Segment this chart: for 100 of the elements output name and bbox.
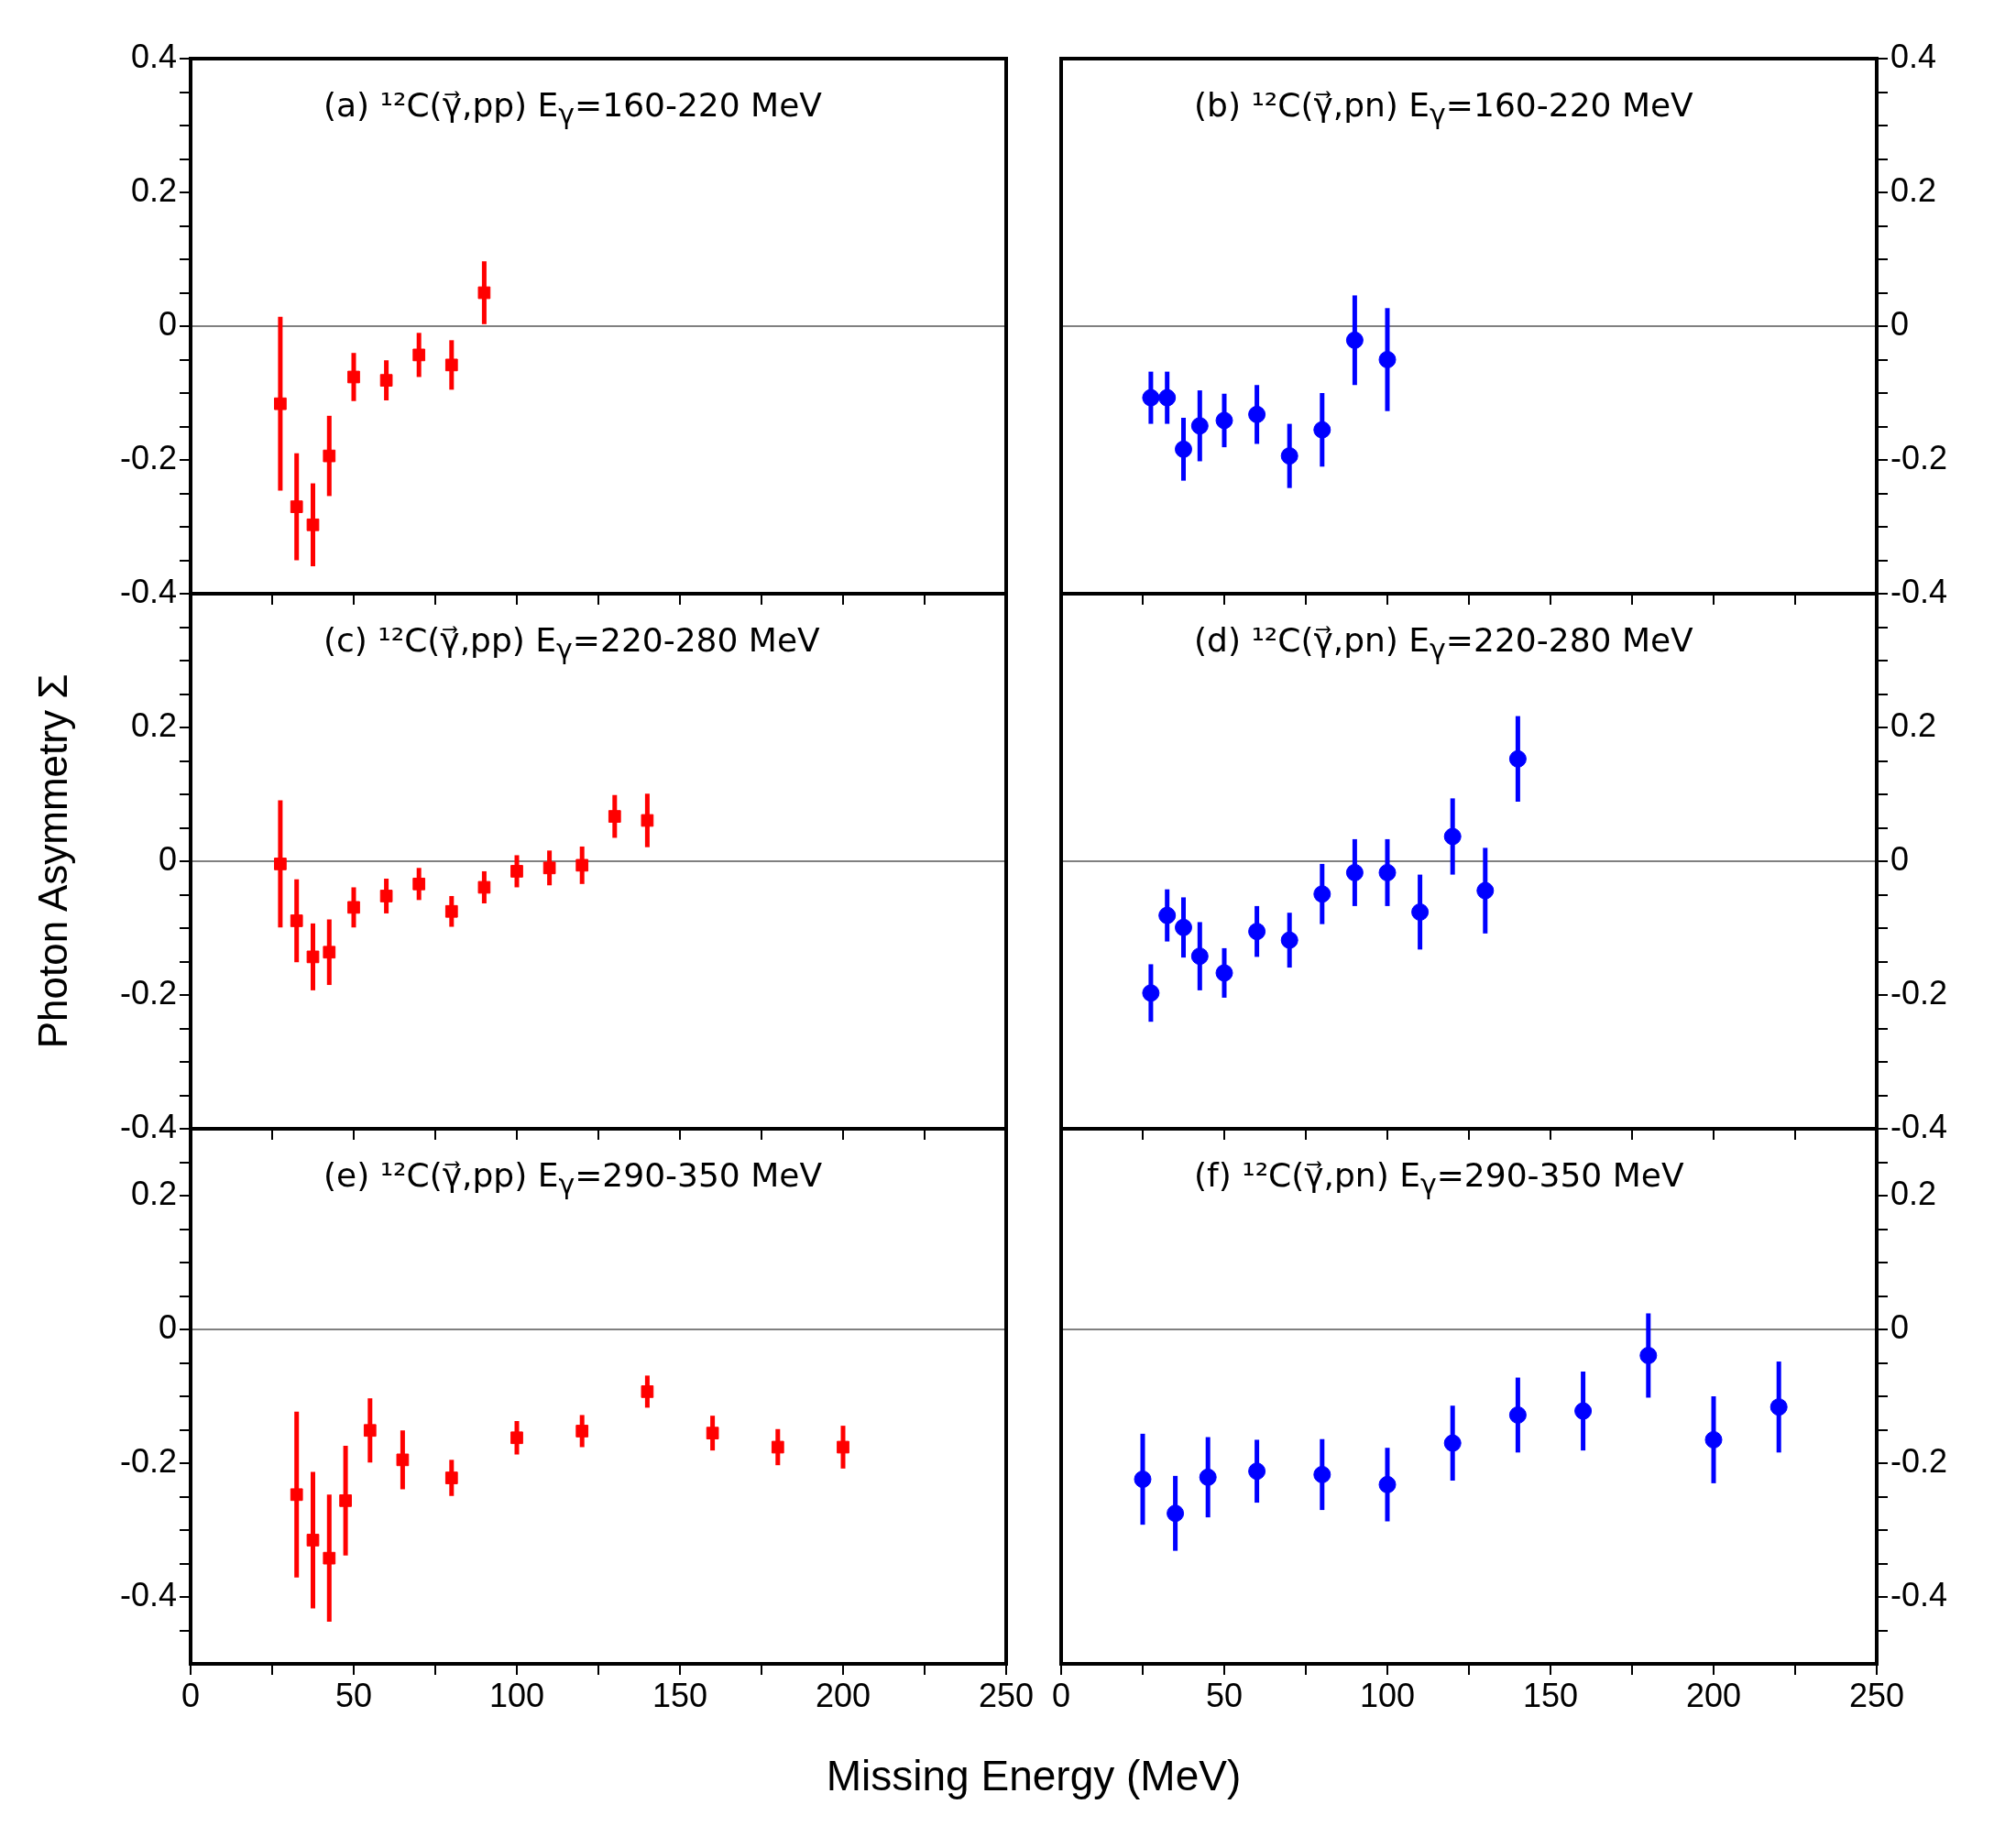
x-tick-label: 250: [978, 1676, 1035, 1714]
point: [1167, 1504, 1185, 1523]
point: [1378, 863, 1397, 881]
point: [1248, 923, 1266, 941]
point: [477, 286, 491, 300]
x-tick-label: 200: [815, 1676, 871, 1714]
point: [1313, 1465, 1331, 1483]
y-axis-title: Photon Asymmetry Σ: [30, 673, 76, 1049]
point: [323, 946, 336, 959]
point: [510, 865, 523, 878]
point: [379, 374, 393, 387]
point: [1215, 964, 1233, 982]
point: [379, 890, 393, 902]
point: [542, 861, 556, 875]
x-tick-label: 250: [1848, 1676, 1905, 1714]
x-tick-label: 150: [652, 1676, 708, 1714]
y2-tick-label: 0.4: [1890, 37, 1937, 75]
point: [706, 1427, 719, 1440]
point: [1134, 1471, 1152, 1489]
point: [444, 1471, 458, 1484]
point: [1280, 447, 1298, 465]
point: [306, 518, 320, 531]
y-tick-label: 0: [158, 304, 177, 343]
text: (b) ¹²C(γ⃗,pn) E$_{γ}$=160-220 MeV: [1194, 86, 1693, 131]
point: [575, 858, 589, 872]
y-tick-label: 0.4: [130, 37, 177, 75]
y2-tick-label: 0.2: [1890, 1174, 1937, 1212]
x-tick-label: 100: [488, 1676, 545, 1714]
point: [1142, 984, 1160, 1002]
point: [306, 950, 320, 964]
point: [412, 348, 426, 362]
point: [1280, 931, 1298, 949]
point: [1345, 331, 1364, 349]
text: (a) ¹²C(γ⃗,pp) E$_{γ}$=160-220 MeV: [323, 86, 822, 131]
point: [347, 370, 360, 384]
point: [1574, 1402, 1593, 1420]
y-tick-label: -0.2: [119, 1441, 177, 1480]
y2-tick-label: -0.4: [1890, 1575, 1948, 1613]
point: [1175, 440, 1192, 458]
point: [1508, 1405, 1527, 1424]
point: [608, 810, 621, 823]
y2-tick-label: 0: [1890, 1307, 1910, 1346]
x-tick-label: 100: [1359, 1676, 1416, 1714]
y2-tick-label: -0.2: [1890, 438, 1948, 476]
y2-tick-label: 0.2: [1890, 705, 1937, 744]
point: [339, 1494, 352, 1507]
point: [396, 1453, 410, 1467]
point: [274, 397, 287, 410]
point: [1443, 827, 1462, 846]
point: [323, 449, 336, 463]
point: [1704, 1430, 1723, 1449]
y2-tick-label: -0.2: [1890, 973, 1948, 1011]
point: [1175, 918, 1192, 936]
point: [274, 858, 287, 870]
point: [1215, 411, 1233, 430]
point: [1378, 351, 1397, 368]
point: [1411, 902, 1430, 921]
point: [290, 914, 303, 927]
y-tick-label: 0: [158, 1307, 177, 1346]
point: [1313, 421, 1331, 439]
text: (d) ¹²C(γ⃗,pn) E$_{γ}$=220-280 MeV: [1194, 621, 1693, 666]
point: [1248, 405, 1266, 423]
point: [1476, 881, 1495, 900]
point: [444, 904, 458, 918]
point: [641, 814, 654, 827]
point: [1190, 417, 1209, 435]
x-tick-label: 0: [1051, 1676, 1071, 1714]
y2-tick-label: -0.4: [1890, 1107, 1948, 1145]
y2-tick-label: 0: [1890, 839, 1910, 878]
y2-tick-label: -0.2: [1890, 1441, 1948, 1480]
point: [290, 1488, 303, 1502]
point: [412, 877, 426, 891]
y-tick-label: -0.4: [119, 572, 177, 610]
x-tick-label: 50: [334, 1676, 373, 1714]
point: [1508, 749, 1527, 768]
y2-tick-label: 0.2: [1890, 170, 1937, 209]
point: [347, 901, 360, 914]
text: (e) ¹²C(γ⃗,pp) E$_{γ}$=290-350 MeV: [323, 1156, 823, 1201]
x-tick-label: 150: [1522, 1676, 1579, 1714]
point: [1639, 1346, 1658, 1364]
point: [771, 1440, 784, 1454]
y2-tick-label: 0: [1890, 304, 1910, 343]
point: [1199, 1468, 1217, 1486]
text: (f) ¹²C(γ⃗,pn) E$_{γ}$=290-350 MeV: [1194, 1156, 1684, 1201]
y-tick-label: 0: [158, 839, 177, 878]
text: (c) ¹²C(γ⃗,pp) E$_{γ}$=220-280 MeV: [323, 621, 820, 666]
point: [323, 1551, 336, 1565]
point: [641, 1385, 654, 1398]
point: [306, 1534, 320, 1547]
y-tick-label: 0.2: [130, 1174, 177, 1212]
point: [1142, 388, 1160, 407]
point: [575, 1425, 589, 1438]
point: [1158, 906, 1177, 924]
y-tick-label: -0.4: [119, 1575, 177, 1613]
y-tick-label: -0.2: [119, 438, 177, 476]
point: [363, 1424, 377, 1438]
point: [1378, 1475, 1397, 1493]
point: [477, 880, 491, 894]
point: [1248, 1462, 1266, 1481]
y-tick-label: 0.2: [130, 705, 177, 744]
